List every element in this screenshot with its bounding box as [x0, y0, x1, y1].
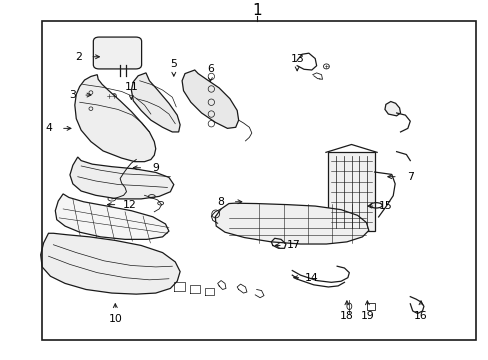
Text: 10: 10 — [108, 314, 122, 324]
Text: 13: 13 — [290, 54, 304, 64]
Text: 9: 9 — [152, 163, 159, 173]
Text: 7: 7 — [406, 172, 413, 182]
Polygon shape — [131, 73, 180, 132]
Bar — [42, 21, 475, 339]
Text: 1: 1 — [251, 3, 261, 18]
Polygon shape — [215, 203, 368, 244]
Text: 11: 11 — [124, 82, 138, 92]
Text: 5: 5 — [170, 59, 177, 69]
Text: 3: 3 — [69, 90, 76, 100]
Text: 8: 8 — [217, 197, 224, 207]
Text: 18: 18 — [339, 311, 353, 321]
Text: 2: 2 — [75, 52, 82, 62]
Polygon shape — [70, 157, 173, 199]
Text: 12: 12 — [123, 200, 137, 210]
Text: 17: 17 — [286, 240, 300, 251]
Text: 14: 14 — [305, 273, 318, 283]
Text: 4: 4 — [45, 123, 52, 133]
Polygon shape — [182, 70, 238, 129]
Bar — [366, 303, 374, 310]
Bar — [328, 152, 374, 231]
FancyArrowPatch shape — [318, 78, 320, 79]
Text: 19: 19 — [360, 311, 373, 321]
Text: 16: 16 — [413, 311, 427, 321]
Polygon shape — [75, 75, 156, 162]
Polygon shape — [55, 194, 168, 239]
Bar — [95, 93, 105, 99]
Polygon shape — [41, 233, 180, 294]
Polygon shape — [384, 102, 400, 116]
Text: 6: 6 — [206, 64, 213, 74]
Text: 15: 15 — [378, 201, 392, 211]
FancyBboxPatch shape — [93, 37, 142, 69]
